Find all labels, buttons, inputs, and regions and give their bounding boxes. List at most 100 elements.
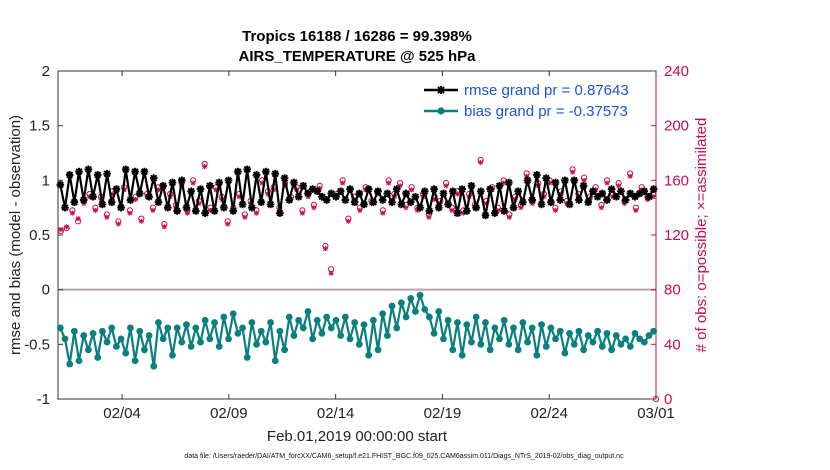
bias-point	[430, 330, 438, 337]
rmse-point	[509, 203, 518, 212]
obs-assimilated-marker	[604, 180, 610, 186]
rmse-point	[505, 178, 513, 187]
obs-assimilated-marker	[570, 169, 576, 175]
asterisk-stroke	[599, 205, 604, 211]
rmse-point	[299, 182, 308, 190]
asterisk-stroke	[187, 187, 195, 195]
bias-point	[393, 324, 401, 332]
asterisk-stroke	[355, 189, 363, 197]
obs-assimilated-marker	[386, 180, 392, 186]
bias-point	[645, 332, 653, 339]
obs-assimilated-marker	[598, 205, 604, 211]
bias-point	[482, 319, 489, 326]
rmse-point	[332, 192, 340, 201]
bias-point	[80, 332, 88, 339]
asterisk-stroke	[386, 180, 391, 186]
bias-point	[584, 332, 592, 339]
bias-point	[327, 324, 335, 332]
asterisk-stroke	[66, 171, 74, 179]
asterisk-stroke	[311, 205, 317, 211]
asterisk-stroke	[426, 214, 432, 220]
asterisk-stroke	[328, 270, 334, 276]
asterisk-stroke	[402, 189, 410, 197]
asterisk-stroke	[589, 187, 597, 195]
asterisk-stroke	[472, 204, 480, 212]
asterisk-stroke	[196, 185, 204, 193]
bias-point	[519, 319, 527, 326]
asterisk-stroke	[140, 168, 148, 176]
rmse-point	[89, 192, 97, 201]
asterisk-stroke	[478, 160, 483, 165]
bias-point	[589, 338, 597, 346]
asterisk-stroke	[262, 168, 270, 176]
rmse-point	[561, 176, 569, 185]
rmse-point	[565, 200, 574, 209]
bias-point	[458, 351, 466, 359]
bias-point	[561, 349, 569, 357]
rmse-point	[243, 165, 252, 174]
obs-assimilated-marker	[127, 210, 133, 216]
legend-rmse-marker	[437, 86, 445, 94]
rmse-point	[112, 185, 121, 193]
rmse-point	[374, 187, 382, 196]
asterisk-stroke	[131, 168, 139, 176]
rmse-point	[495, 182, 504, 190]
x-tick-label: 02/09	[210, 405, 248, 422]
rmse-point	[444, 200, 452, 209]
bias-point	[220, 313, 228, 321]
asterisk-stroke	[332, 193, 340, 201]
asterisk-stroke	[463, 207, 471, 215]
bias-point	[98, 327, 106, 335]
rmse-point	[149, 174, 158, 182]
bias-point	[383, 332, 391, 339]
bias-point	[533, 351, 541, 359]
asterisk-stroke	[133, 197, 138, 202]
bias-point	[309, 335, 317, 343]
rmse-point	[411, 192, 420, 201]
asterisk-stroke	[570, 169, 575, 175]
y-tick-label-left: -0.5	[24, 336, 50, 353]
bias-point	[225, 335, 232, 343]
obs-assimilated-marker	[133, 196, 139, 202]
bias-point	[70, 327, 78, 335]
bias-point	[608, 346, 616, 354]
bias-point	[421, 305, 429, 313]
rmse-point	[462, 207, 471, 215]
rmse-point	[448, 187, 457, 196]
asterisk-stroke	[257, 198, 265, 206]
rmse-point	[551, 178, 560, 187]
asterisk-stroke	[360, 200, 368, 208]
bias-point	[468, 338, 475, 346]
bias-point	[640, 338, 648, 346]
asterisk-stroke	[650, 185, 658, 193]
rmse-point	[519, 198, 527, 206]
rmse-point	[285, 196, 294, 204]
asterisk-stroke	[117, 204, 125, 212]
asterisk-stroke	[182, 204, 190, 212]
rmse-point	[603, 196, 611, 204]
bias-point	[622, 335, 630, 343]
bias-point	[332, 316, 340, 324]
chart-title-line-2: AIRS_TEMPERATURE @ 525 hPa	[239, 48, 477, 65]
rmse-point	[145, 192, 153, 201]
bias-point	[355, 340, 363, 348]
bias-point	[524, 338, 531, 346]
asterisk-stroke	[379, 196, 387, 204]
bias-point	[444, 316, 452, 324]
asterisk-stroke	[239, 200, 247, 208]
obs-assimilated-marker	[69, 210, 75, 216]
bias-point	[108, 324, 116, 332]
obs-assimilated-marker	[58, 227, 64, 233]
asterisk-stroke	[617, 187, 625, 195]
bias-point	[510, 324, 517, 332]
rmse-point	[173, 207, 181, 215]
bias-point	[626, 343, 634, 350]
asterisk-stroke	[290, 179, 298, 187]
rmse-point	[406, 198, 415, 206]
bias-point	[313, 316, 321, 324]
bias-point	[472, 313, 480, 321]
obs-assimilated-marker	[322, 246, 328, 252]
rmse-point	[416, 203, 424, 212]
asterisk-stroke	[150, 174, 158, 182]
rmse-point	[486, 185, 494, 193]
